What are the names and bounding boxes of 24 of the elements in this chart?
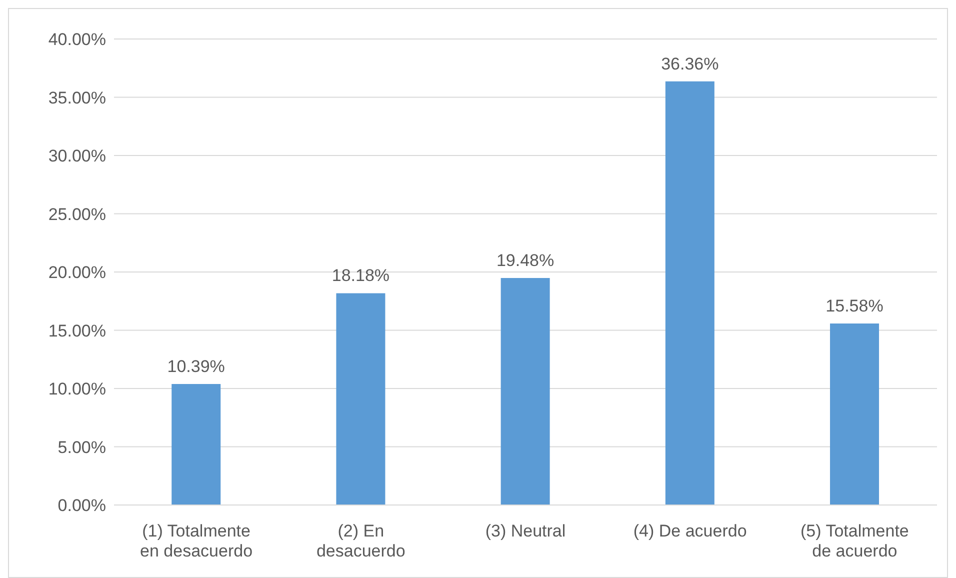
x-tick-label: (5) Totalmente de acuerdo [800, 521, 909, 561]
y-tick-label: 35.00% [48, 88, 106, 108]
x-tick-label: (2) En desacuerdo [316, 521, 406, 561]
bar [665, 81, 714, 505]
y-tick-label: 20.00% [48, 263, 106, 282]
data-label: 18.18% [332, 266, 390, 286]
y-tick-label: 40.00% [48, 30, 106, 50]
x-tick-label: (4) De acuerdo [633, 521, 747, 540]
data-label: 10.39% [167, 356, 225, 376]
x-tick-label: (1) Totalmente en desacuerdo [140, 521, 253, 561]
bar [500, 278, 550, 505]
y-tick-label: 30.00% [48, 146, 106, 166]
data-label: 19.48% [496, 251, 554, 270]
y-tick-label: 10.00% [48, 380, 106, 399]
y-tick-label: 0.00% [58, 496, 106, 516]
bar [336, 293, 386, 505]
x-tick-label: (3) Neutral [485, 521, 566, 540]
data-label: 15.58% [826, 296, 884, 316]
bar [830, 323, 880, 505]
y-tick-label: 5.00% [58, 438, 106, 457]
data-label: 36.36% [661, 54, 719, 74]
y-tick-label: 15.00% [48, 321, 106, 340]
y-tick-label: 25.00% [48, 204, 106, 224]
bar [172, 384, 221, 505]
